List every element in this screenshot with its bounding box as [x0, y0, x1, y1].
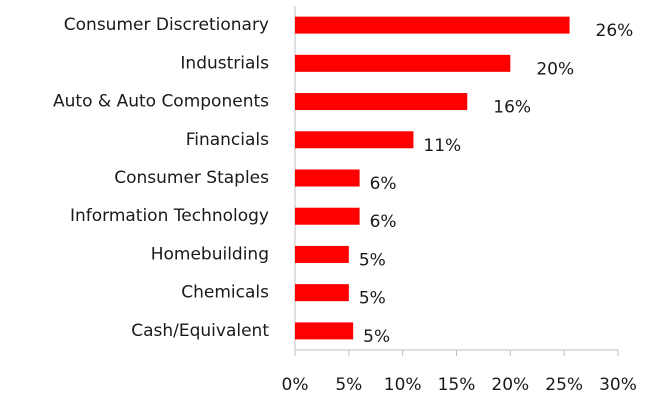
bar — [295, 245, 349, 263]
bar — [295, 131, 414, 149]
bar — [295, 93, 468, 111]
data-label: 5% — [359, 250, 386, 270]
y-tick-label: Cash/Equivalent — [131, 321, 269, 341]
data-label: 6% — [370, 212, 397, 232]
y-tick-label: Information Technology — [70, 206, 269, 226]
data-label: 5% — [359, 289, 386, 309]
bar — [295, 322, 354, 340]
x-tick-label: 25% — [545, 375, 583, 395]
y-tick-label: Consumer Discretionary — [64, 15, 269, 35]
bar — [295, 16, 570, 34]
x-tick-label: 10% — [384, 375, 422, 395]
x-tick-label: 30% — [599, 375, 637, 395]
data-label: 5% — [363, 327, 390, 347]
bar — [295, 169, 360, 187]
data-label: 26% — [596, 21, 634, 41]
data-label: 16% — [493, 98, 531, 118]
bar — [295, 284, 349, 302]
bar — [295, 54, 511, 72]
y-tick-label: Auto & Auto Components — [53, 92, 269, 112]
data-label: 11% — [423, 136, 461, 156]
x-tick-label: 5% — [335, 375, 362, 395]
data-label: 6% — [370, 174, 397, 194]
y-tick-label: Financials — [186, 130, 269, 150]
y-tick-label: Homebuilding — [151, 244, 269, 264]
bar — [295, 207, 360, 225]
y-tick-label: Chemicals — [181, 283, 269, 303]
x-tick-label: 15% — [438, 375, 476, 395]
x-tick-label: 20% — [491, 375, 529, 395]
x-tick-label: 0% — [282, 375, 309, 395]
y-tick-label: Consumer Staples — [114, 168, 269, 188]
data-label: 20% — [536, 59, 574, 79]
y-tick-label: Industrials — [180, 53, 269, 73]
